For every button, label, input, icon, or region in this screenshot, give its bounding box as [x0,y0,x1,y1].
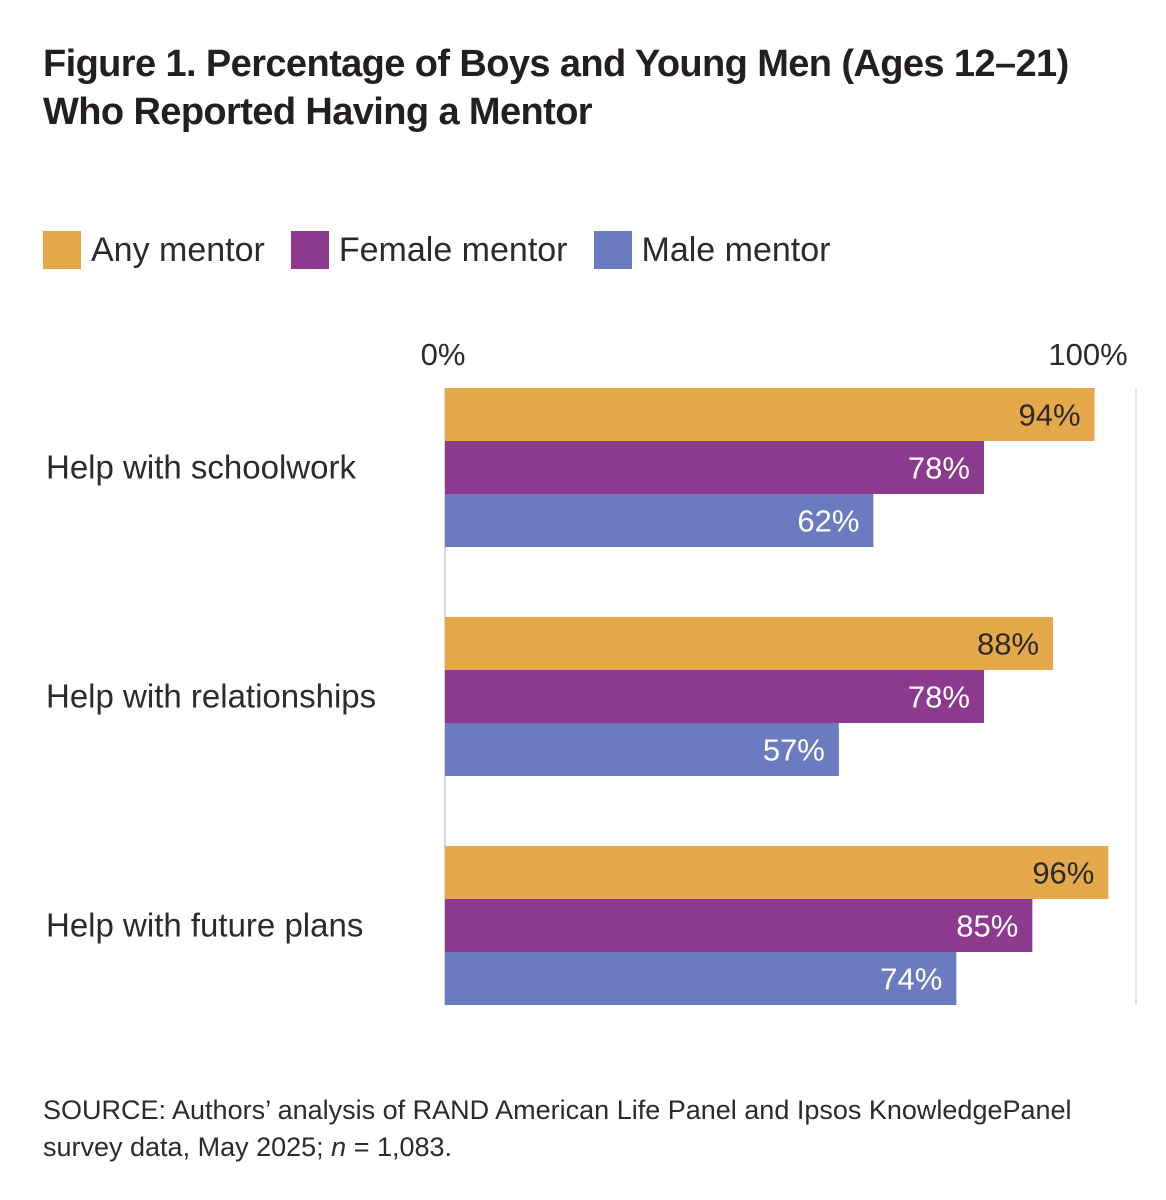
legend-item-female-mentor: Female mentor [290,230,568,270]
x-tick-label-0: 0% [421,337,466,372]
legend: Any mentor Female mentor Male mentor [43,228,856,272]
data-label-any-mentor-help-with-future-plans: 96% [1032,856,1094,891]
data-label-any-mentor-help-with-schoolwork: 94% [1018,398,1080,433]
data-label-any-mentor-help-with-relationships: 88% [977,627,1039,662]
bar-male-mentor-help-with-schoolwork [445,494,874,547]
bar-female-mentor-help-with-relationships [445,670,984,723]
legend-label-male-mentor: Male mentor [641,230,831,269]
category-label-help-with-schoolwork: Help with schoolwork [46,449,356,486]
data-label-male-mentor-help-with-future-plans: 74% [880,962,942,997]
data-label-male-mentor-help-with-relationships: 57% [763,733,825,768]
chart-title: Figure 1. Percentage of Boys and Young M… [43,43,1069,133]
legend-label-female-mentor: Female mentor [338,230,568,269]
bar-female-mentor-help-with-future-plans [445,899,1033,952]
data-label-male-mentor-help-with-schoolwork: 62% [797,504,859,539]
bar-female-mentor-help-with-schoolwork [445,441,984,494]
legend-swatch-female-mentor [290,231,329,269]
legend-swatch-any-mentor [43,231,81,269]
category-label-help-with-future-plans: Help with future plans [46,907,363,944]
bar-any-mentor-help-with-relationships [445,617,1054,670]
legend-item-any-mentor: Any mentor [43,231,265,270]
data-label-female-mentor-help-with-relationships: 78% [908,680,970,715]
source-suffix: = 1,083. [346,1132,453,1162]
legend-label-any-mentor: Any mentor [91,230,265,269]
bar-male-mentor-help-with-relationships [445,723,839,776]
data-label-female-mentor-help-with-schoolwork: 78% [908,451,970,486]
bar-male-mentor-help-with-future-plans [445,952,957,1005]
data-label-female-mentor-help-with-future-plans: 85% [956,909,1018,944]
source-prefix: SOURCE: Authors’ analysis of RAND Americ… [43,1095,1072,1162]
x-tick-label-100: 100% [1048,337,1127,372]
bar-any-mentor-help-with-future-plans [445,846,1109,899]
category-label-help-with-relationships: Help with relationships [46,678,376,715]
legend-item-male-mentor: Male mentor [593,230,831,270]
source-note: SOURCE: Authors’ analysis of RAND Americ… [43,1092,1133,1166]
source-n-label: n [331,1132,347,1162]
bar-any-mentor-help-with-schoolwork [445,388,1095,441]
bar-chart: 0% 100% Help with schoolwork 94% 78% 62% Help … [46,337,1137,1005]
legend-swatch-male-mentor [593,231,632,269]
